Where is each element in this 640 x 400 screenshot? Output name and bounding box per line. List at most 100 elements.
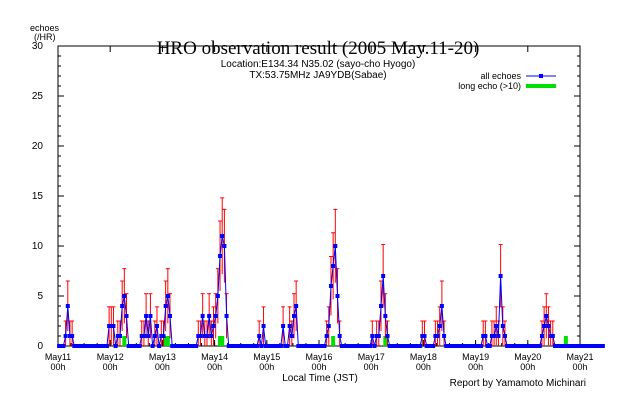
all-echoes-point bbox=[187, 344, 192, 348]
all-echoes-point bbox=[335, 294, 340, 298]
all-echoes-point bbox=[459, 344, 464, 348]
all-echoes-point bbox=[285, 344, 290, 348]
all-echoes-point bbox=[220, 234, 225, 238]
all-echoes-point bbox=[235, 344, 240, 348]
all-echoes-point bbox=[218, 254, 223, 258]
all-echoes-point bbox=[522, 344, 527, 348]
all-echoes-point bbox=[396, 344, 401, 348]
all-echoes-point bbox=[381, 274, 386, 278]
all-echoes-point bbox=[85, 344, 90, 348]
all-echoes-point bbox=[61, 344, 66, 348]
all-echoes-point bbox=[339, 344, 344, 348]
credit-text: Report by Yamamoto Michinari bbox=[450, 378, 586, 389]
all-echoes-point bbox=[178, 344, 183, 348]
chart-subtitle-1: Location:E134.34 N35.02 (sayo-cho Hyogo) bbox=[221, 59, 416, 70]
all-echoes-point bbox=[318, 344, 323, 348]
all-echoes-point bbox=[594, 344, 599, 348]
all-echoes-point bbox=[370, 334, 375, 338]
x-tick-label-hour: 00h bbox=[572, 362, 587, 372]
all-echoes-point bbox=[518, 344, 523, 348]
all-echoes-point bbox=[265, 344, 270, 348]
all-echoes-point bbox=[589, 344, 594, 348]
all-echoes-point bbox=[102, 344, 107, 348]
all-echoes-point bbox=[374, 334, 379, 338]
all-echoes-point bbox=[559, 344, 564, 348]
long-echo-bar bbox=[163, 336, 168, 346]
all-echoes-point bbox=[150, 344, 155, 348]
all-echoes-point bbox=[476, 344, 481, 348]
all-echoes-point bbox=[431, 344, 436, 348]
all-echoes-point bbox=[133, 344, 138, 348]
all-echoes-point bbox=[202, 334, 207, 338]
all-echoes-point bbox=[394, 344, 399, 348]
all-echoes-point bbox=[407, 344, 412, 348]
all-echoes-point bbox=[418, 344, 423, 348]
all-echoes-point bbox=[587, 344, 592, 348]
all-echoes-point bbox=[357, 344, 362, 348]
all-echoes-point bbox=[348, 344, 353, 348]
all-echoes-point bbox=[533, 344, 538, 348]
y-tick-label: 30 bbox=[32, 41, 44, 52]
all-echoes-point bbox=[548, 334, 553, 338]
all-echoes-point bbox=[63, 334, 68, 338]
all-echoes-point bbox=[555, 344, 560, 348]
all-echoes-point bbox=[361, 344, 366, 348]
all-echoes-point bbox=[98, 344, 103, 348]
all-echoes-point bbox=[333, 244, 338, 248]
all-echoes-point bbox=[320, 344, 325, 348]
x-tick-label-day: May21 bbox=[566, 352, 593, 362]
all-echoes-line bbox=[59, 235, 603, 347]
all-echoes-point bbox=[309, 344, 314, 348]
x-tick-label-hour: 00h bbox=[520, 362, 535, 372]
all-echoes-point bbox=[463, 344, 468, 348]
all-echoes-point bbox=[579, 344, 584, 348]
all-echoes-point bbox=[276, 344, 281, 348]
all-echoes-point bbox=[420, 334, 425, 338]
x-tick-label-day: May19 bbox=[462, 352, 489, 362]
all-echoes-point bbox=[328, 284, 333, 288]
all-echoes-point bbox=[124, 314, 129, 318]
all-echoes-point bbox=[450, 344, 455, 348]
y-tick-label: 20 bbox=[32, 141, 44, 152]
all-echoes-point bbox=[226, 344, 231, 348]
all-echoes-point bbox=[307, 344, 312, 348]
x-tick-label-day: May14 bbox=[201, 352, 228, 362]
all-echoes-point bbox=[346, 344, 351, 348]
all-echoes-point bbox=[385, 334, 390, 338]
all-echoes-point bbox=[172, 344, 177, 348]
y-tick-label: 15 bbox=[32, 191, 44, 202]
all-echoes-point bbox=[159, 334, 164, 338]
all-echoes-point bbox=[439, 304, 444, 308]
all-echoes-point bbox=[563, 344, 568, 348]
all-echoes-point bbox=[537, 344, 542, 348]
all-echoes-point bbox=[67, 334, 72, 338]
all-echoes-point bbox=[483, 334, 488, 338]
all-echoes-point bbox=[74, 344, 79, 348]
all-echoes-point bbox=[248, 344, 253, 348]
all-echoes-point bbox=[557, 344, 562, 348]
all-echoes-point bbox=[287, 324, 292, 328]
all-echoes-point bbox=[398, 344, 403, 348]
all-echoes-point bbox=[107, 324, 112, 328]
all-echoes-point bbox=[196, 334, 201, 338]
all-echoes-point bbox=[181, 344, 186, 348]
all-echoes-point bbox=[583, 344, 588, 348]
all-echoes-point bbox=[224, 314, 229, 318]
all-echoes-point bbox=[185, 344, 190, 348]
all-echoes-point bbox=[165, 294, 170, 298]
all-echoes-point bbox=[585, 344, 590, 348]
error-bars bbox=[63, 197, 555, 346]
all-echoes-point bbox=[231, 344, 236, 348]
all-echoes-point bbox=[257, 334, 262, 338]
all-echoes-point bbox=[479, 344, 484, 348]
all-echoes-point bbox=[261, 324, 266, 328]
all-echoes-point bbox=[513, 344, 518, 348]
all-echoes-point bbox=[507, 344, 512, 348]
x-axis-label: Local Time (JST) bbox=[282, 373, 358, 384]
all-echoes-point bbox=[400, 344, 405, 348]
all-echoes-point bbox=[442, 334, 447, 338]
all-echoes-point bbox=[250, 344, 255, 348]
y-axis-label-2: (/HR) bbox=[34, 32, 56, 42]
all-echoes-point bbox=[568, 344, 573, 348]
all-echoes-point bbox=[72, 344, 77, 348]
